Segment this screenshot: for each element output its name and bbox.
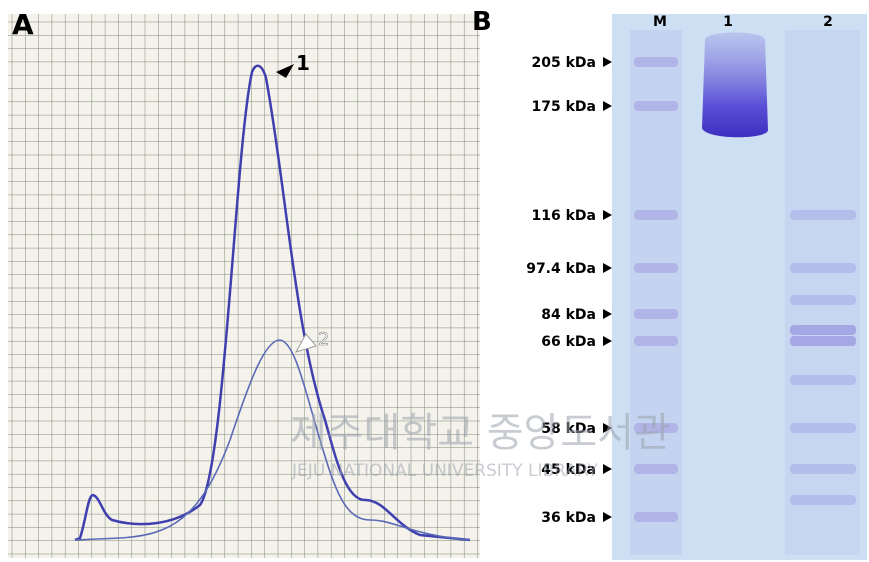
band — [634, 101, 678, 111]
band — [790, 295, 856, 305]
band — [634, 263, 678, 273]
trace-2 — [74, 339, 471, 541]
band — [634, 423, 678, 433]
band — [634, 512, 678, 522]
band — [790, 464, 856, 474]
graph-paper — [8, 14, 480, 558]
lane-label: M — [653, 14, 667, 30]
band — [790, 423, 856, 433]
band — [790, 375, 856, 385]
marker-arrow — [603, 57, 612, 67]
band — [634, 210, 678, 220]
marker-label: 175 kDa — [532, 99, 596, 115]
marker-label: 45 kDa — [541, 462, 596, 478]
band — [790, 210, 856, 220]
band — [790, 336, 856, 346]
marker-label: 36 kDa — [541, 510, 596, 526]
band — [634, 309, 678, 319]
marker-label: 58 kDa — [541, 421, 596, 437]
trace-1 — [74, 64, 471, 542]
peak-label: 1 — [296, 51, 310, 75]
marker-label: 116 kDa — [532, 208, 596, 224]
lane-labels: M 1 2 — [653, 14, 833, 30]
marker-label: 205 kDa — [532, 55, 596, 71]
marker-arrow — [603, 464, 612, 474]
grid — [8, 14, 480, 558]
lane-2 — [785, 30, 860, 555]
lane-label: 1 — [723, 14, 733, 30]
panel-label: B — [472, 7, 492, 37]
band — [634, 336, 678, 346]
peak-label: 2 — [318, 329, 329, 350]
marker-labels: 205 kDa 175 kDa 116 kDa 97.4 kDa 84 kDa 66 kD… — [526, 55, 612, 526]
marker-label: 97.4 kDa — [526, 261, 596, 277]
marker-arrow — [603, 210, 612, 220]
watermark-english: JEJU NATIONAL UNIVERSITY LIBRARY — [291, 461, 599, 481]
watermark-korean: 제주대학교 중앙도서관 — [290, 410, 671, 456]
arrow-1 — [276, 64, 294, 78]
lane-label: 2 — [823, 14, 833, 30]
marker-label: 84 kDa — [541, 307, 596, 323]
band-lane-1 — [702, 32, 768, 138]
band — [790, 325, 856, 335]
marker-label: 66 kDa — [541, 334, 596, 350]
panel-label: A — [12, 8, 34, 41]
band — [634, 464, 678, 474]
lane-m — [630, 30, 682, 555]
band — [634, 57, 678, 67]
marker-arrow — [603, 512, 612, 522]
marker-arrow — [603, 263, 612, 273]
band — [790, 495, 856, 505]
marker-arrow — [603, 336, 612, 346]
marker-arrow — [603, 309, 612, 319]
band — [790, 263, 856, 273]
bands — [634, 57, 856, 522]
marker-arrow — [603, 101, 612, 111]
marker-arrow — [603, 423, 612, 433]
arrow-2 — [294, 333, 317, 353]
